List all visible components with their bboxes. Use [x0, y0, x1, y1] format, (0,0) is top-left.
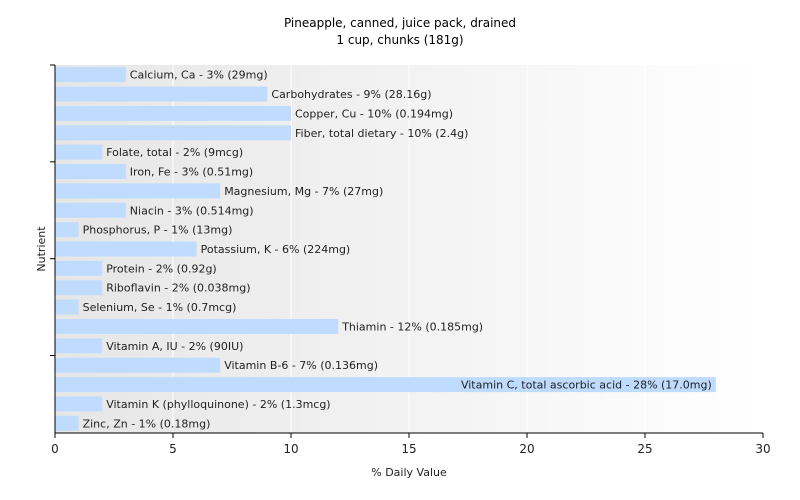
chart-subtitle: 1 cup, chunks (181g) — [336, 33, 464, 47]
bar-label: Niacin - 3% (0.514mg) — [130, 204, 254, 217]
bar — [55, 396, 103, 412]
x-tick-label: 30 — [755, 442, 770, 456]
bar — [55, 86, 268, 102]
bar — [55, 260, 103, 276]
bar-label: Phosphorus, P - 1% (13mg) — [83, 224, 233, 237]
bar — [55, 164, 126, 180]
bar — [55, 377, 716, 393]
bar-label: Protein - 2% (0.92g) — [106, 262, 217, 275]
x-tick-label: 0 — [51, 442, 59, 456]
bar-label: Riboflavin - 2% (0.038mg) — [106, 282, 250, 295]
x-tick-label: 5 — [169, 442, 177, 456]
bar-label: Selenium, Se - 1% (0.7mcg) — [83, 301, 237, 314]
y-axis-title: Nutrient — [35, 226, 48, 272]
bar-label: Iron, Fe - 3% (0.51mg) — [130, 166, 253, 179]
bar — [55, 357, 221, 373]
bar — [55, 338, 103, 354]
bar-label: Vitamin K (phylloquinone) - 2% (1.3mcg) — [106, 398, 330, 411]
bar-label: Magnesium, Mg - 7% (27mg) — [224, 185, 383, 198]
bar — [55, 144, 103, 160]
bar-label: Zinc, Zn - 1% (0.18mg) — [83, 417, 211, 430]
bar — [55, 299, 79, 315]
bar — [55, 125, 291, 141]
bar-label: Vitamin C, total ascorbic acid - 28% (17… — [461, 379, 712, 392]
x-tick-label: 25 — [637, 442, 652, 456]
bar-label: Vitamin A, IU - 2% (90IU) — [106, 340, 243, 353]
bar — [55, 318, 339, 334]
x-tick-label: 15 — [401, 442, 416, 456]
x-axis-title: % Daily Value — [371, 466, 447, 479]
bar — [55, 280, 103, 296]
chart-title: Pineapple, canned, juice pack, drained — [283, 16, 517, 30]
bar — [55, 415, 79, 431]
bar-label: Copper, Cu - 10% (0.194mg) — [295, 107, 453, 120]
bar-label: Fiber, total dietary - 10% (2.4g) — [295, 127, 468, 140]
bar-label: Thiamin - 12% (0.185mg) — [341, 320, 483, 333]
bar-label: Vitamin B-6 - 7% (0.136mg) — [224, 359, 378, 372]
bar-label: Folate, total - 2% (9mcg) — [106, 146, 243, 159]
bar — [55, 241, 197, 257]
bar — [55, 222, 79, 238]
bar — [55, 105, 291, 121]
x-tick-label: 20 — [519, 442, 534, 456]
bar-label: Carbohydrates - 9% (28.16g) — [271, 88, 431, 101]
x-tick-label: 10 — [283, 442, 298, 456]
bar — [55, 67, 126, 83]
bar — [55, 202, 126, 218]
bar-label: Calcium, Ca - 3% (29mg) — [130, 69, 268, 82]
bar — [55, 183, 221, 199]
bar-label: Potassium, K - 6% (224mg) — [201, 243, 351, 256]
